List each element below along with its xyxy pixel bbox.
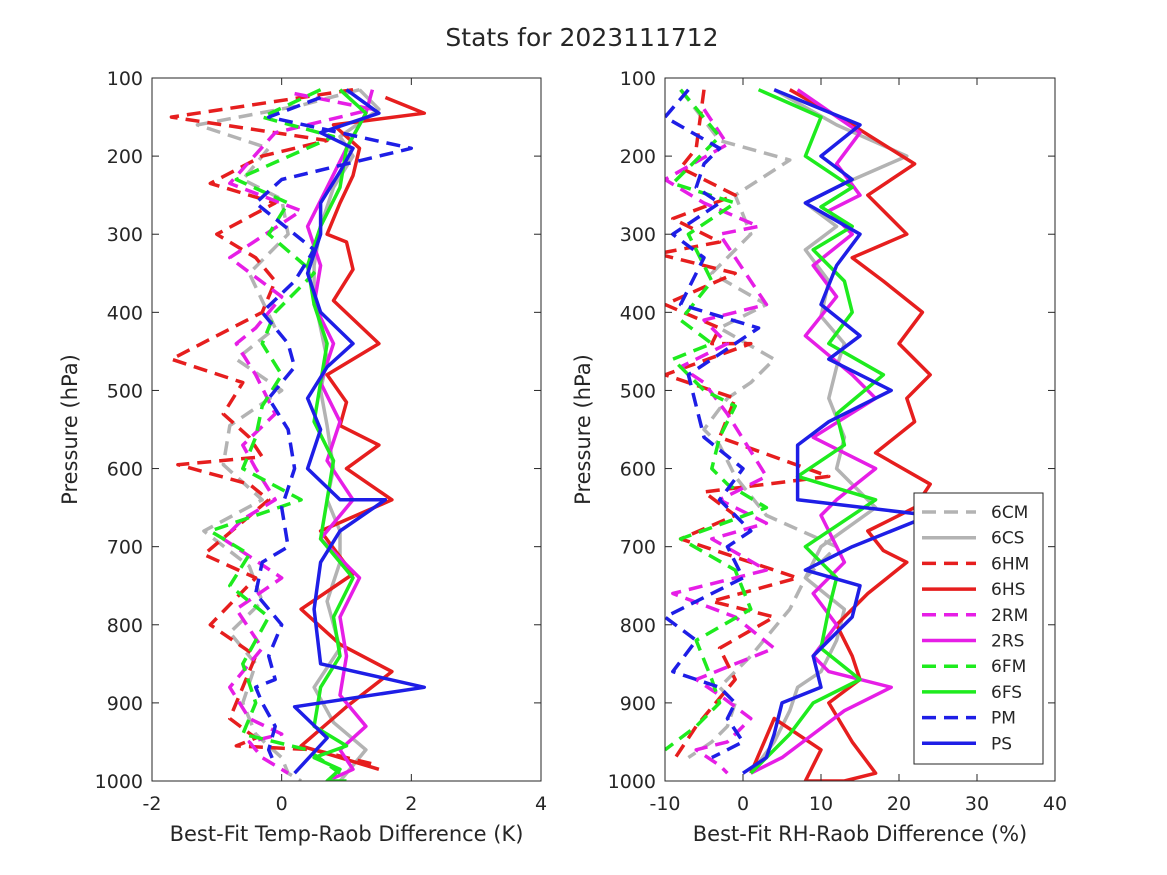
legend-label-6hs: 6HS bbox=[991, 580, 1025, 600]
legend-label-2rs: 2RS bbox=[991, 632, 1024, 652]
series-line-2rm bbox=[221, 91, 375, 775]
axes-box bbox=[151, 77, 542, 782]
y-axis-label: Pressure (hPa) bbox=[58, 354, 82, 505]
series-line-6hs bbox=[299, 95, 427, 771]
y-tick-label: 700 bbox=[107, 537, 143, 559]
x-tick-label: 40 bbox=[1043, 793, 1067, 815]
figure-title: Stats for 2023111712 bbox=[445, 23, 718, 52]
x-tick-label: 20 bbox=[887, 793, 911, 815]
legend-label-6hm: 6HM bbox=[991, 554, 1029, 574]
y-tick-label: 800 bbox=[107, 615, 143, 637]
y-tick-label: 600 bbox=[107, 459, 143, 481]
x-tick-label: 2 bbox=[405, 793, 417, 815]
series-line-6fs bbox=[305, 88, 368, 781]
legend-label-6fm: 6FM bbox=[991, 657, 1026, 677]
legend-label-pm: PM bbox=[991, 709, 1016, 729]
y-tick-label: 300 bbox=[107, 224, 143, 246]
y-tick-label: 800 bbox=[620, 615, 656, 637]
series-line-pm bbox=[665, 88, 761, 760]
series-line-6hs bbox=[749, 88, 932, 781]
y-tick-label: 300 bbox=[620, 224, 656, 246]
series-line-ps bbox=[742, 88, 932, 775]
y-tick-label: 500 bbox=[620, 380, 656, 402]
legend-label-6cs: 6CS bbox=[991, 529, 1024, 549]
series-line-6hm bbox=[169, 87, 380, 768]
x-tick-label: 4 bbox=[535, 793, 547, 815]
x-tick-label: -2 bbox=[143, 793, 162, 815]
legend-label-6cm: 6CM bbox=[991, 503, 1028, 523]
y-tick-label: 100 bbox=[107, 68, 143, 90]
series-line-6fs bbox=[749, 88, 886, 775]
legend-label-6fs: 6FS bbox=[991, 683, 1022, 703]
y-tick-label: 200 bbox=[107, 146, 143, 168]
x-axis-label: Best-Fit Temp-Raob Difference (K) bbox=[170, 822, 524, 846]
y-tick-label: 700 bbox=[620, 537, 656, 559]
y-tick-label: 1000 bbox=[95, 771, 143, 793]
series-line-6fm bbox=[665, 88, 769, 752]
y-tick-label: 600 bbox=[620, 459, 656, 481]
y-tick-label: 1000 bbox=[608, 771, 656, 793]
axes-box bbox=[664, 77, 1056, 782]
legend-label-2rm: 2RM bbox=[991, 606, 1028, 626]
series-line-pm bbox=[253, 95, 414, 767]
series-line-ps bbox=[292, 88, 427, 775]
series-line-6cm bbox=[195, 88, 360, 781]
y-tick-label: 500 bbox=[107, 380, 143, 402]
rh-difference-axes: -10 0 10 20 30 40 100 200 300 400 500 600 700 800 900 1… bbox=[571, 68, 1067, 846]
y-axis-label: Pressure (hPa) bbox=[571, 354, 595, 505]
y-tick-label: 400 bbox=[107, 302, 143, 324]
series-line-6cm bbox=[679, 88, 839, 760]
x-tick-label: 0 bbox=[276, 793, 288, 815]
x-tick-label: 30 bbox=[965, 793, 989, 815]
y-tick-label: 200 bbox=[620, 146, 656, 168]
y-tick-label: 900 bbox=[620, 693, 656, 715]
series-group bbox=[665, 88, 932, 781]
temp-difference-axes: -2 0 2 4 100 200 300 400 500 600 700 800 900 1000 Best… bbox=[58, 68, 547, 846]
y-tick-label: 100 bbox=[620, 68, 656, 90]
series-group bbox=[169, 87, 427, 781]
x-tick-label: -10 bbox=[649, 793, 680, 815]
legend-label-ps: PS bbox=[991, 734, 1012, 754]
x-tick-label: 10 bbox=[809, 793, 833, 815]
legend: 6CM 6CS 6HM 6HS 2RM 2RS 6FM 6FS PM PS bbox=[913, 492, 1044, 765]
y-tick-label: 900 bbox=[107, 693, 143, 715]
x-tick-label: 0 bbox=[737, 793, 749, 815]
x-axis-label: Best-Fit RH-Raob Difference (%) bbox=[693, 822, 1027, 846]
y-tick-label: 400 bbox=[620, 302, 656, 324]
